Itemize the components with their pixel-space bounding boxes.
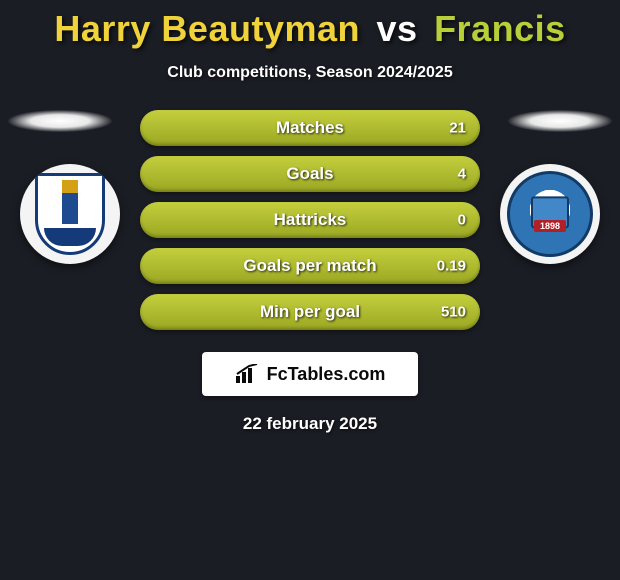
club-badge-left xyxy=(20,164,120,264)
player1-name: Harry Beautyman xyxy=(54,8,360,49)
spotlight-right xyxy=(508,110,612,132)
date-label: 22 february 2025 xyxy=(0,414,620,434)
stats-stage: Matches 21 Goals 4 Hattricks 0 Goals per… xyxy=(0,104,620,324)
club-badge-right xyxy=(500,164,600,264)
stat-bar-goals: Goals 4 xyxy=(140,156,480,192)
vs-label: vs xyxy=(377,8,418,49)
roundel-icon xyxy=(507,171,593,257)
spotlight-left xyxy=(8,110,112,132)
comparison-card: Harry Beautyman vs Francis Club competit… xyxy=(0,0,620,434)
bar-chart-icon xyxy=(235,364,259,384)
stat-right-value: 510 xyxy=(441,304,466,321)
stat-label: Goals per match xyxy=(243,256,376,276)
stat-right-value: 0 xyxy=(458,212,466,229)
stat-label: Min per goal xyxy=(260,302,360,322)
stat-right-value: 4 xyxy=(458,166,466,183)
stat-bar-hattricks: Hattricks 0 xyxy=(140,202,480,238)
stat-bar-goals-per-match: Goals per match 0.19 xyxy=(140,248,480,284)
page-title: Harry Beautyman vs Francis xyxy=(0,8,620,50)
stat-right-value: 0.19 xyxy=(437,258,466,275)
stat-label: Matches xyxy=(276,118,344,138)
brand-link[interactable]: FcTables.com xyxy=(202,352,418,396)
stat-label: Goals xyxy=(286,164,333,184)
brand-text: FcTables.com xyxy=(267,364,386,385)
subtitle: Club competitions, Season 2024/2025 xyxy=(0,64,620,82)
stat-label: Hattricks xyxy=(274,210,347,230)
player2-name: Francis xyxy=(434,8,566,49)
stat-bar-matches: Matches 21 xyxy=(140,110,480,146)
stat-bar-min-per-goal: Min per goal 510 xyxy=(140,294,480,330)
shield-icon xyxy=(35,173,105,255)
stats-bars: Matches 21 Goals 4 Hattricks 0 Goals per… xyxy=(140,110,480,330)
stat-right-value: 21 xyxy=(449,120,466,137)
